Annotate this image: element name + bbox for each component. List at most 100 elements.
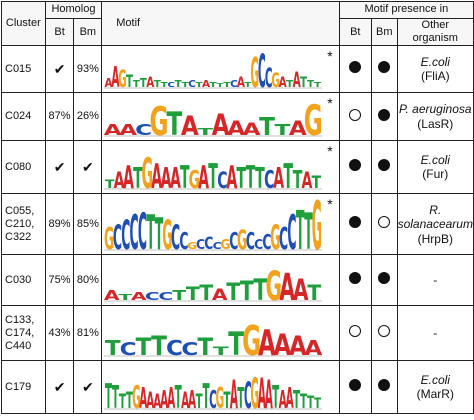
homolog-percent: 93% <box>73 45 103 94</box>
logo-letter: C <box>217 169 227 192</box>
homolog-percent: 89% <box>44 193 75 256</box>
logo-letter: A <box>151 158 162 192</box>
logo-letter: C <box>279 223 288 253</box>
cluster-id: C179 <box>5 380 32 393</box>
presence-cell <box>370 305 398 362</box>
logo-letter: T <box>161 81 169 89</box>
presence-cell <box>370 360 398 415</box>
logo-letter: A <box>104 288 121 304</box>
logo-letter: A <box>302 169 313 192</box>
logo-letter: C <box>180 229 189 253</box>
filled-circle-icon <box>378 61 391 74</box>
motif-logo-cell: A A C G T A T A A A T T A G * <box>101 92 340 142</box>
logo-letter: A <box>289 117 307 138</box>
cluster-id: C174, <box>5 326 35 339</box>
homolog-percent: 87% <box>44 92 75 142</box>
logo-letter: G <box>142 150 154 192</box>
logo-letter: T <box>133 163 143 192</box>
logo-letter: C <box>135 121 152 139</box>
logo-letter: G <box>237 225 247 253</box>
logo-letter: A <box>286 381 294 412</box>
logo-letter: A <box>212 108 230 139</box>
logo-letter: G <box>312 196 322 253</box>
check-icon: ✔ <box>73 360 103 415</box>
homolog-percent: 75% <box>44 254 75 307</box>
logo-letter: T <box>136 333 152 359</box>
other-organism-cell: E.coli (Fur) <box>396 140 474 195</box>
cluster-id: C210, <box>5 217 35 230</box>
organism-name: E.coli <box>420 152 450 167</box>
table-row: C055, C210, C322 89% 85% G C C C C T T G C C G C C C G C G C C C… <box>1 193 474 256</box>
logo-letter: C <box>138 202 147 253</box>
significance-star: * <box>327 95 333 112</box>
logo-letter: T <box>254 273 268 304</box>
cluster-cell: C030 <box>1 254 46 307</box>
open-circle-icon <box>378 325 391 338</box>
logo-letter: T <box>175 381 182 412</box>
cluster-cell: C024 <box>1 92 46 142</box>
logo-letter: A <box>280 266 296 304</box>
logo-letter: C <box>171 218 180 252</box>
logo-letter: T <box>312 173 322 192</box>
logo-letter: A <box>293 67 302 91</box>
other-organism-cell: E.coli (FliA) <box>396 45 474 94</box>
homolog-percent: 80% <box>73 254 103 307</box>
regulator-name: (FliA) <box>420 69 450 84</box>
logo-letter: C <box>244 375 252 412</box>
logo-letter: T <box>196 81 204 89</box>
logo-letter: G <box>132 381 141 412</box>
presence-cell <box>338 92 372 142</box>
presence-cell <box>370 45 398 94</box>
homolog-percent: 85% <box>73 193 103 256</box>
logo-letter: T <box>119 389 126 412</box>
cluster-id: C133, <box>5 313 35 326</box>
cluster-id: C322 <box>5 230 32 243</box>
logo-letter: C <box>230 79 238 90</box>
logo-letter: A <box>123 160 134 192</box>
open-circle-icon <box>349 108 362 121</box>
presence-cell <box>370 92 398 142</box>
logo-letter: C <box>196 237 205 252</box>
logo-letter: T <box>308 280 323 304</box>
cluster-id: C440 <box>5 339 32 352</box>
logo-letter: T <box>186 283 201 304</box>
open-circle-icon <box>349 325 362 338</box>
presence-cell <box>338 140 372 195</box>
cluster-id: C055, <box>5 204 35 217</box>
logo-letter: A <box>119 121 137 139</box>
logo-letter: T <box>284 158 294 192</box>
logo-letter: T <box>198 333 214 359</box>
organism-name: E.coli <box>420 372 450 387</box>
logo-letter: T <box>175 79 182 90</box>
logo-letter: G <box>266 265 283 304</box>
logo-letter: T <box>237 163 247 192</box>
logo-letter: C <box>258 48 266 91</box>
cluster-cell: C133, C174, C440 <box>1 305 46 362</box>
filled-circle-icon <box>378 272 391 285</box>
logo-letter: T <box>217 82 225 89</box>
logo-letter: T <box>314 81 322 89</box>
logo-letter: T <box>140 76 147 90</box>
logo-letter: A <box>181 389 189 412</box>
sequence-logo: AAG T T T A T T C T T C T A T T T C A T GC CGA T A T T T <box>104 48 322 91</box>
presence-bt-header: Bt <box>338 17 372 47</box>
logo-letter: T <box>224 81 232 89</box>
other-organism-header: Other organism <box>396 17 474 47</box>
significance-star: * <box>327 48 333 65</box>
logo-letter: G <box>216 381 225 412</box>
logo-letter: C <box>168 81 176 89</box>
logo-letter: T <box>246 160 256 192</box>
logo-letter: T <box>126 389 133 412</box>
logo-letter: T <box>180 160 190 192</box>
organism-name: P. aeruginosa <box>399 102 472 117</box>
homolog-percent: 26% <box>73 92 103 142</box>
logo-letter: T <box>133 79 140 90</box>
logo-letter: G <box>304 96 323 138</box>
filled-circle-icon <box>349 61 362 74</box>
